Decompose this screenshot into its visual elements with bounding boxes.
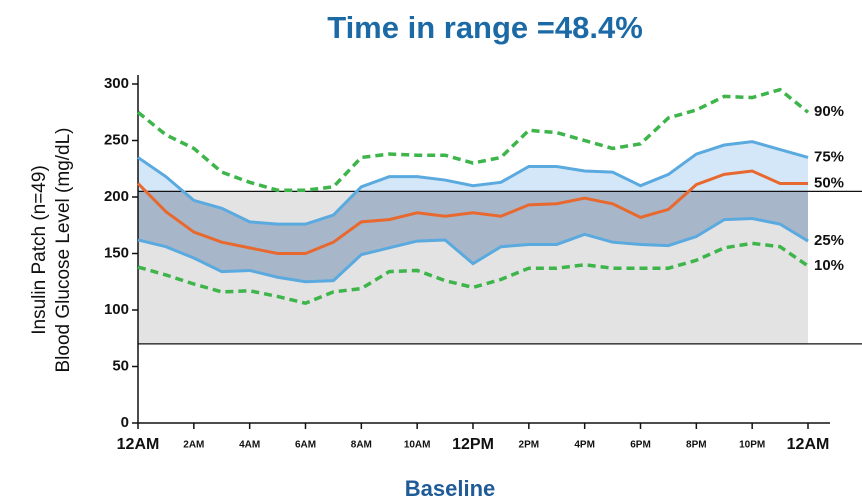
series-label: 25% xyxy=(814,232,844,249)
x-tick-label: 2PM xyxy=(519,440,540,451)
series-line xyxy=(137,216,809,284)
y-tick-label: 300 xyxy=(104,75,129,92)
x-tick-label: 10AM xyxy=(404,440,431,451)
y-tick-label: 0 xyxy=(121,414,129,431)
series-line xyxy=(137,140,809,226)
x-tick-label: 12AM xyxy=(787,436,830,453)
x-tick-label: 8PM xyxy=(686,440,707,451)
x-tick-label: 2AM xyxy=(183,440,204,451)
series-label: 90% xyxy=(814,103,844,120)
x-tick-label: 8AM xyxy=(351,440,372,451)
x-tick-label: 6PM xyxy=(630,440,651,451)
y-tick-label: 100 xyxy=(104,301,129,318)
y-axis-title: Insulin Patch (n=49) xyxy=(29,165,50,335)
series-label: 75% xyxy=(814,148,844,165)
x-axis-title: Baseline xyxy=(405,476,496,501)
y-tick-label: 200 xyxy=(104,188,129,205)
x-tick-label: 12PM xyxy=(452,436,494,453)
x-tick-label: 6AM xyxy=(295,440,316,451)
series-label: 50% xyxy=(814,174,844,191)
y-tick-label: 50 xyxy=(112,357,129,374)
x-tick-label: 10PM xyxy=(739,440,765,451)
chart-title: Time in range =48.4% xyxy=(327,10,643,45)
y-tick-label: 250 xyxy=(104,131,129,148)
series-line xyxy=(136,169,808,255)
y-tick-label: 150 xyxy=(104,244,129,261)
x-tick-label: 4AM xyxy=(239,440,260,451)
series-line xyxy=(137,241,809,306)
series-line xyxy=(136,87,810,192)
series-label: 10% xyxy=(814,257,844,274)
x-tick-label: 12AM xyxy=(117,436,160,453)
iqr-band xyxy=(138,141,808,192)
y-axis-title: Blood Glucose Level (mg/dL) xyxy=(53,127,74,372)
iqr-band xyxy=(138,191,808,282)
x-tick-label: 4PM xyxy=(574,440,595,451)
